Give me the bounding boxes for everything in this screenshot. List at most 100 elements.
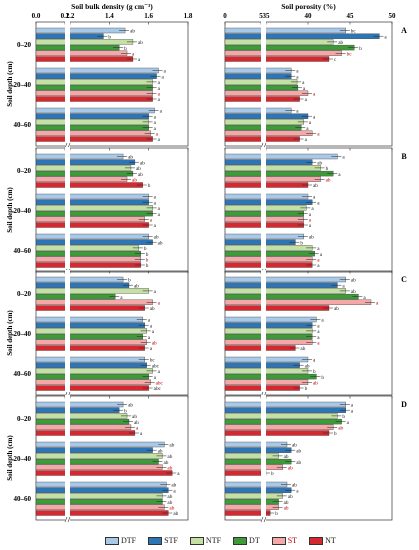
porosity-sig-letter: ab: [296, 460, 301, 466]
porosity-sig-letter: a: [317, 335, 320, 341]
porosity-tick-label: 40: [305, 12, 313, 20]
bulk-density-sig-letter: a: [158, 301, 161, 307]
bulk-density-bar-dtf: [35, 67, 159, 74]
bulk-density-sig-letter: a: [177, 471, 180, 477]
bulk-density-bar-stf: [35, 239, 153, 245]
porosity-sig-letter: a: [320, 252, 323, 258]
bulk-density-bar-st: [35, 256, 141, 262]
bulk-density-bar-dtf: [35, 27, 126, 34]
porosity-bar-st: [224, 379, 309, 385]
panel-label: B: [401, 152, 407, 161]
porosity-bar-ntf: [224, 368, 309, 374]
bulk-density-bar-dtf: [35, 276, 124, 283]
porosity-bar-dtf: [224, 276, 346, 283]
bulk-density-bar-nt: [35, 182, 143, 188]
bulk-density-sig-letter: a: [158, 97, 161, 103]
bulk-density-sig-letter: ab: [134, 283, 139, 289]
porosity-bar-dt: [224, 170, 334, 177]
bulk-density-bar-dt: [35, 418, 130, 425]
bulk-density-sig-letter: ab: [138, 40, 143, 46]
bulk-density-sig-letter: a: [164, 69, 167, 75]
bulk-density-sig-letter: a: [154, 126, 157, 132]
axis-break-gap: [261, 395, 266, 521]
bulk-density-bar-nt: [35, 136, 153, 142]
bulk-density-sig-letter: a: [120, 295, 123, 301]
bulk-density-bar-stf: [35, 407, 120, 413]
bulk-density-tick-label: 1.2: [66, 12, 75, 20]
bulk-density-bar-stf: [35, 487, 169, 493]
legend-label: ST: [287, 535, 298, 545]
bulk-density-sig-letter: a: [173, 488, 176, 494]
bulk-density-sig-letter: a: [154, 200, 157, 206]
porosity-bar-dt: [224, 293, 359, 300]
depth-label: 0–20: [17, 290, 32, 298]
bulk-density-tick-label: 0.2: [61, 12, 70, 20]
bulk-density-bar-ntf: [35, 165, 132, 171]
porosity-sig-letter: a: [317, 200, 320, 206]
porosity-sig-letter: c: [334, 57, 337, 63]
porosity-sig-letter: a: [317, 132, 320, 138]
bulk-density-bar-nt: [35, 262, 141, 268]
porosity-sig-letter: b: [271, 471, 274, 477]
bulk-density-sig-letter: ab: [158, 240, 163, 246]
porosity-bar-stf: [224, 447, 292, 453]
axis-break-gap: [65, 270, 70, 396]
porosity-sig-letter: a: [317, 323, 320, 329]
bulk-density-sig-letter: a: [158, 80, 161, 86]
bulk-density-bar-stf: [35, 362, 147, 368]
porosity-sig-letter: a: [303, 86, 306, 92]
bulk-density-sig-letter: a: [156, 132, 159, 138]
porosity-sig-letter: b: [334, 431, 337, 437]
bulk-density-sig-letter: a: [136, 426, 139, 432]
depth-label: 0–20: [17, 415, 32, 423]
porosity-bar-stf: [224, 407, 346, 413]
porosity-sig-letter: a: [296, 74, 299, 80]
porosity-sig-letter: a: [317, 263, 320, 269]
porosity-bar-dtf: [224, 107, 292, 114]
bulk-density-bar-ntf: [35, 205, 153, 211]
porosity-bar-dtf: [224, 67, 292, 74]
bulk-density-sig-letter: b: [144, 246, 147, 252]
legend-label: STF: [164, 535, 178, 545]
porosity-bar-stf: [224, 199, 313, 205]
porosity-bar-dtf: [224, 193, 309, 200]
bulk-density-bar-dtf: [35, 107, 155, 114]
bulk-density-sig-letter: abc: [152, 363, 160, 369]
bulk-density-sig-letter: a: [160, 109, 163, 115]
porosity-bar-nt: [224, 182, 309, 188]
porosity-sig-letter: a: [317, 258, 320, 264]
porosity-bar-dt: [224, 373, 317, 380]
axis-break-gap: [261, 21, 266, 147]
porosity-bar-stf: [224, 322, 313, 328]
bulk-density-tick-label: 1.8: [184, 12, 193, 20]
porosity-sig-letter: ab: [284, 500, 289, 506]
porosity-sig-letter: ab: [296, 448, 301, 454]
porosity-sig-letter: ab: [292, 483, 297, 489]
legend-item-nt: NT: [309, 536, 336, 546]
bulk-density-tick-label: 0.0: [32, 12, 41, 20]
bulk-density-sig-letter: ab: [164, 460, 169, 466]
porosity-sig-letter: ab: [288, 466, 293, 472]
porosity-sig-letter: a: [311, 206, 314, 212]
bulk-density-sig-letter: ab: [167, 500, 172, 506]
porosity-sig-letter: a: [313, 358, 316, 364]
bulk-density-sig-letter: b: [146, 252, 149, 258]
porosity-bar-ntf: [224, 453, 279, 459]
bulk-density-bar-st: [35, 464, 163, 470]
legend-swatch: [271, 536, 286, 545]
porosity-sig-letter: ab: [313, 381, 318, 387]
porosity-bar-stf: [224, 113, 309, 119]
bulk-density-sig-letter: ab: [167, 494, 172, 500]
bulk-density-sig-letter: b: [146, 258, 149, 264]
porosity-sig-letter: ab: [284, 454, 289, 460]
porosity-tick-label: 35: [263, 12, 271, 20]
bulk-density-bar-dt: [35, 170, 134, 177]
bulk-density-sig-letter: ab: [128, 155, 133, 161]
porosity-sig-letter: b: [342, 414, 345, 420]
bulk-density-sig-letter: b: [124, 46, 127, 52]
porosity-sig-letter: bc: [351, 29, 357, 35]
bulk-density-sig-letter: a: [154, 223, 157, 229]
porosity-sig-letter: ab: [338, 426, 343, 432]
bulk-density-bar-dtf: [35, 481, 167, 488]
legend: DTF STF NTF DT ST NT: [105, 533, 415, 548]
